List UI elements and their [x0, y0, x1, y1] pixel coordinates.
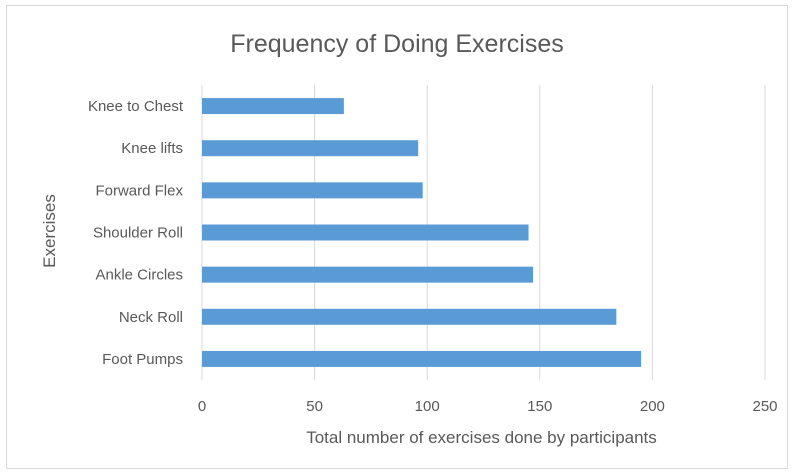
- y-axis-title: Exercises: [40, 194, 59, 268]
- chart-title: Frequency of Doing Exercises: [230, 30, 564, 58]
- category-labels: Knee to Chest Knee lifts Forward Flex Shoul…: [88, 98, 184, 368]
- category-label: Foot Pumps: [102, 351, 183, 368]
- x-tick-label: 200: [640, 398, 665, 415]
- bar-neck-roll: [202, 308, 617, 325]
- bar-foot-pumps: [202, 350, 642, 367]
- x-tick-labels: 0 50 100 150 200 250: [198, 398, 778, 415]
- x-tick-label: 50: [306, 398, 323, 415]
- bar-knee-lifts: [202, 140, 419, 157]
- bar-shoulder-roll: [202, 224, 529, 241]
- category-label: Knee lifts: [121, 140, 183, 157]
- bars: [202, 98, 642, 367]
- category-label: Forward Flex: [95, 182, 183, 199]
- x-tick-label: 150: [527, 398, 552, 415]
- bar-ankle-circles: [202, 266, 534, 283]
- bar-knee-to-chest: [202, 98, 344, 115]
- x-tick-label: 250: [752, 398, 777, 415]
- category-label: Knee to Chest: [88, 98, 184, 115]
- category-label: Neck Roll: [119, 309, 183, 326]
- category-label: Ankle Circles: [95, 267, 183, 284]
- x-tick-label: 100: [415, 398, 440, 415]
- category-label: Shoulder Roll: [93, 225, 183, 242]
- x-axis-title: Total number of exercises done by partic…: [306, 428, 657, 447]
- x-tick-label: 0: [198, 398, 206, 415]
- bar-forward-flex: [202, 182, 423, 199]
